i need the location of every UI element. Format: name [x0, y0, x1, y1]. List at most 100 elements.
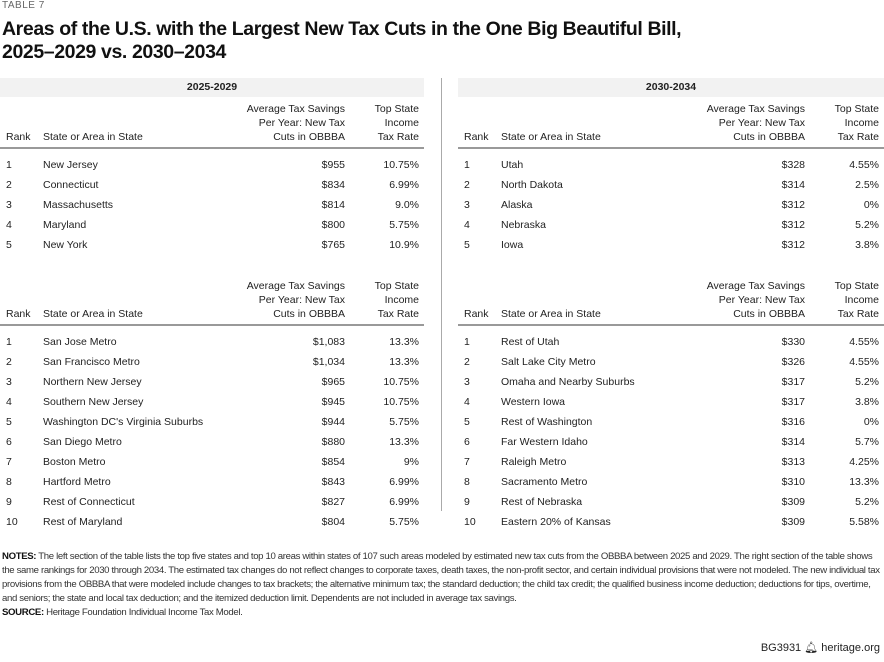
table-row: 2 Connecticut $834 6.99% — [0, 175, 424, 195]
column-header-rate-line: Income — [384, 294, 419, 306]
cell-savings: $309 — [781, 496, 805, 508]
table-row: 5 New York $765 10.9% — [0, 235, 424, 255]
table-row: 4 Maryland $800 5.75% — [0, 215, 424, 235]
notes-text: The left section of the table lists the … — [2, 551, 880, 604]
column-header-rate-line: Top State — [374, 103, 419, 115]
column-header-rate-line: Tax Rate — [377, 131, 419, 143]
cell-rate: 5.2% — [855, 219, 879, 231]
liberty-bell-icon: 🔔︎ — [804, 642, 819, 654]
cell-rate: 0% — [863, 416, 879, 428]
source-label: SOURCE: — [2, 607, 44, 618]
column-header-savings-line: Average Tax Savings — [246, 103, 345, 115]
cell-rate: 5.2% — [855, 496, 879, 508]
column-header-rate: Top State Income Tax Rate — [805, 97, 884, 149]
column-header-savings-line: Per Year: New Tax — [718, 117, 805, 129]
cell-savings: $800 — [321, 219, 345, 231]
table-row: 3 Massachusetts $814 9.0% — [0, 195, 424, 215]
cell-rank: 3 — [464, 376, 470, 388]
period-header: 2025-2029 — [0, 78, 424, 97]
cell-area: San Francisco Metro — [43, 356, 140, 368]
cell-rate: 6.99% — [389, 496, 419, 508]
table-row: 7 Raleigh Metro $313 4.25% — [458, 452, 884, 472]
cell-savings: $765 — [321, 239, 345, 251]
cell-rate: 3.8% — [855, 239, 879, 251]
cell-area: Southern New Jersey — [43, 396, 144, 408]
cell-savings: $944 — [321, 416, 345, 428]
cell-savings: $1,083 — [312, 336, 345, 348]
column-header-area-line: State or Area in State — [501, 131, 601, 143]
cell-savings: $965 — [321, 376, 345, 388]
table-row: 1 Rest of Utah $330 4.55% — [458, 325, 884, 352]
cell-area: New Jersey — [43, 159, 98, 171]
table-row: 6 Far Western Idaho $314 5.7% — [458, 432, 884, 452]
cell-rank: 4 — [6, 219, 12, 231]
cell-rank: 1 — [464, 159, 470, 171]
cell-savings: $312 — [781, 199, 805, 211]
column-header-rate-line: Top State — [374, 280, 419, 292]
column-header-savings-line: Per Year: New Tax — [718, 294, 805, 306]
cell-savings: $804 — [321, 516, 345, 528]
cell-rate: 9% — [403, 456, 419, 468]
panel-2025-2029: 2025-2029 Rank State or Area in State Avera… — [0, 78, 424, 532]
title-line-2: 2025–2029 vs. 2030–2034 — [2, 41, 226, 63]
column-header-savings-line: Cuts in OBBBA — [273, 308, 345, 320]
cell-rank: 3 — [6, 376, 12, 388]
column-header-rate: Top State Income Tax Rate — [345, 97, 424, 149]
column-header-rate-line: Tax Rate — [377, 308, 419, 320]
cell-rate: 4.55% — [849, 336, 879, 348]
table-row: 8 Sacramento Metro $310 13.3% — [458, 472, 884, 492]
cell-rank: 6 — [464, 436, 470, 448]
cell-area: New York — [43, 239, 88, 251]
column-header-area-line: State or Area in State — [43, 308, 143, 320]
cell-area: Connecticut — [43, 179, 99, 191]
cell-rank: 7 — [464, 456, 470, 468]
cell-area: Iowa — [501, 239, 524, 251]
cell-rate: 6.99% — [389, 179, 419, 191]
cell-area: Nebraska — [501, 219, 546, 231]
table-label: TABLE 7 — [2, 0, 45, 11]
cell-area: Omaha and Nearby Suburbs — [501, 376, 635, 388]
cell-rank: 2 — [464, 179, 470, 191]
cell-rank: 5 — [6, 416, 12, 428]
cell-area: Rest of Maryland — [43, 516, 123, 528]
table-row: 8 Hartford Metro $843 6.99% — [0, 472, 424, 492]
cell-area: Rest of Washington — [501, 416, 593, 428]
cell-savings: $814 — [321, 199, 345, 211]
cell-area: North Dakota — [501, 179, 563, 191]
cell-rank: 4 — [464, 396, 470, 408]
cell-rate: 13.3% — [389, 436, 419, 448]
column-header-rate: Top State Income Tax Rate — [345, 274, 424, 326]
cell-savings: $834 — [321, 179, 345, 191]
cell-rank: 3 — [6, 199, 12, 211]
cell-rate: 4.25% — [849, 456, 879, 468]
column-header-savings-line: Per Year: New Tax — [258, 294, 345, 306]
column-header-rank: Rank — [0, 97, 43, 149]
cell-savings: $312 — [781, 219, 805, 231]
column-header-rate-line: Tax Rate — [837, 308, 879, 320]
table-row: 6 San Diego Metro $880 13.3% — [0, 432, 424, 452]
cell-savings: $317 — [781, 396, 805, 408]
cell-savings: $309 — [781, 516, 805, 528]
table-row: 10 Eastern 20% of Kansas $309 5.58% — [458, 512, 884, 532]
cell-rank: 1 — [6, 336, 12, 348]
cell-savings: $314 — [781, 179, 805, 191]
column-header-savings: Average Tax Savings Per Year: New Tax Cuts… — [235, 97, 345, 149]
cell-savings: $312 — [781, 239, 805, 251]
cell-rank: 1 — [6, 159, 12, 171]
states-table: Rank State or Area in State Average Tax Sa… — [458, 97, 884, 255]
cell-area: Raleigh Metro — [501, 456, 567, 468]
cell-area: San Jose Metro — [43, 336, 117, 348]
column-header-savings-line: Average Tax Savings — [246, 280, 345, 292]
areas-table: Rank State or Area in State Average Tax Sa… — [458, 274, 884, 532]
cell-savings: $955 — [321, 159, 345, 171]
cell-savings: $328 — [781, 159, 805, 171]
cell-savings: $1,034 — [312, 356, 345, 368]
cell-rate: 10.75% — [383, 159, 419, 171]
cell-rank: 7 — [6, 456, 12, 468]
cell-area: Far Western Idaho — [501, 436, 588, 448]
cell-rank: 5 — [464, 239, 470, 251]
cell-rank: 4 — [6, 396, 12, 408]
table-row: 9 Rest of Nebraska $309 5.2% — [458, 492, 884, 512]
table-row: 4 Western Iowa $317 3.8% — [458, 392, 884, 412]
